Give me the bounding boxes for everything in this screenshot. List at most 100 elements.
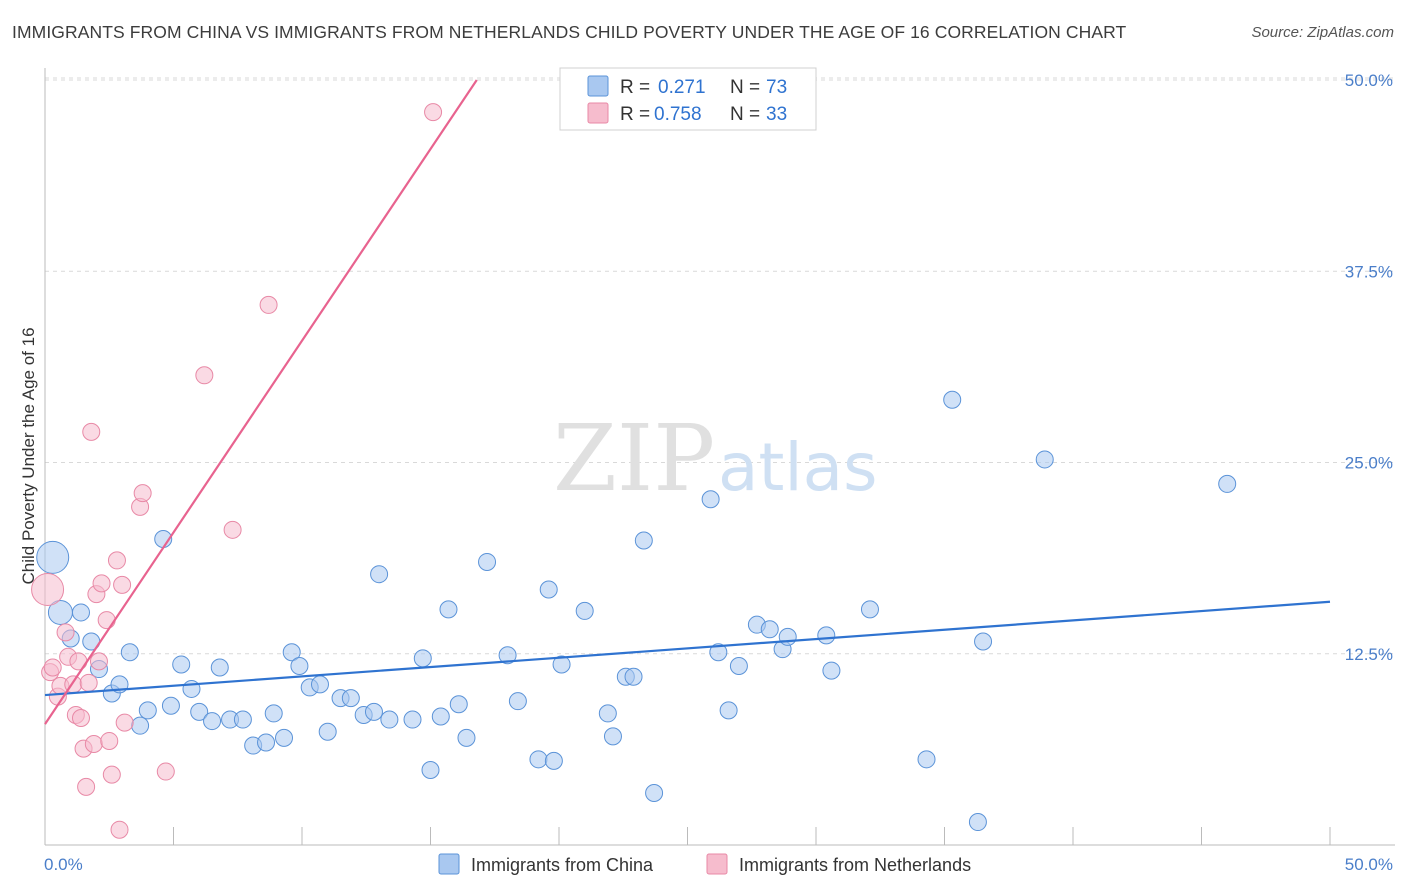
- china-point: [36, 540, 70, 574]
- china-point: [624, 667, 643, 686]
- china-point: [478, 552, 497, 571]
- china-point: [233, 710, 252, 729]
- china-point: [817, 626, 836, 645]
- x-tick-labels: 0.0% 50.0%: [44, 855, 1393, 874]
- china-point: [413, 649, 432, 668]
- china-point: [449, 695, 468, 714]
- netherlands-point: [43, 658, 62, 677]
- netherlands-point: [223, 520, 242, 539]
- china-point: [552, 655, 571, 674]
- netherlands-point: [133, 484, 152, 503]
- netherlands-point: [115, 713, 134, 732]
- legend: R = 0.271 N = 73 R = 0.758 N = 33: [559, 67, 817, 131]
- netherlands-point: [107, 551, 126, 570]
- china-point: [860, 600, 879, 619]
- china-point: [701, 490, 720, 509]
- trendlines: [44, 79, 1331, 725]
- china-point: [943, 390, 962, 409]
- watermark-atlas: atlas: [718, 429, 878, 506]
- china-point: [210, 658, 229, 677]
- source-label: Source: ZipAtlas.com: [1251, 24, 1394, 41]
- china-point: [968, 813, 987, 832]
- china-point: [364, 702, 383, 721]
- netherlands-point: [110, 820, 129, 839]
- legend-n-value: 33: [766, 104, 787, 125]
- china-point: [544, 751, 563, 770]
- netherlands-point: [82, 422, 101, 441]
- netherlands-point: [84, 735, 103, 754]
- bottom-legend-swatch-china: [438, 853, 460, 875]
- china-point: [645, 783, 664, 802]
- china-trendline: [44, 600, 1331, 697]
- netherlands-trendline: [44, 79, 478, 725]
- chart-title: IMMIGRANTS FROM CHINA VS IMMIGRANTS FROM…: [12, 22, 1127, 42]
- china-point: [575, 601, 594, 620]
- y-tick-labels: 12.5% 25.0% 37.5% 50.0%: [1345, 71, 1393, 664]
- china-point: [457, 728, 476, 747]
- china-point: [257, 733, 276, 752]
- series-netherlands-points: [31, 103, 443, 839]
- y-tick-label: 37.5%: [1345, 262, 1393, 281]
- china-point: [318, 722, 337, 741]
- china-point: [403, 710, 422, 729]
- netherlands-point: [102, 765, 121, 784]
- china-point: [729, 656, 748, 675]
- china-point: [190, 702, 209, 721]
- china-point: [370, 565, 389, 584]
- china-point: [822, 661, 841, 680]
- china-point: [131, 716, 150, 735]
- y-axis-label: Child Poverty Under the Age of 16: [19, 327, 38, 584]
- netherlands-point: [259, 295, 278, 314]
- legend-n-label: N =: [730, 77, 760, 98]
- watermark: ZIP atlas: [553, 405, 878, 512]
- netherlands-point: [195, 366, 214, 385]
- legend-r-value: 0.271: [658, 77, 706, 98]
- netherlands-point: [97, 611, 116, 630]
- legend-swatch-china: [587, 75, 609, 97]
- bottom-legend-swatch-netherlands: [706, 853, 728, 875]
- china-point: [172, 655, 191, 674]
- legend-swatch-netherlands: [587, 102, 609, 124]
- legend-r-value: 0.758: [654, 104, 702, 125]
- x-tick-label-min: 0.0%: [44, 855, 83, 874]
- china-point: [760, 620, 779, 639]
- china-point: [1035, 450, 1054, 469]
- y-tick-label: 12.5%: [1345, 645, 1393, 664]
- gridlines: [45, 77, 1395, 655]
- china-point: [598, 704, 617, 723]
- netherlands-point: [156, 762, 175, 781]
- china-point: [290, 656, 309, 675]
- netherlands-point: [89, 652, 108, 671]
- china-point: [138, 701, 157, 720]
- legend-n-label: N =: [730, 104, 760, 125]
- china-point: [341, 689, 360, 708]
- china-point: [275, 728, 294, 747]
- china-point: [1218, 474, 1237, 493]
- china-point: [917, 750, 936, 769]
- china-point: [508, 692, 527, 711]
- y-tick-label: 50.0%: [1345, 71, 1393, 90]
- netherlands-point: [56, 623, 75, 642]
- netherlands-point: [71, 709, 90, 728]
- china-point: [431, 707, 450, 726]
- china-point: [974, 632, 993, 651]
- china-point: [709, 643, 728, 662]
- china-point: [778, 627, 797, 646]
- netherlands-point: [92, 574, 111, 593]
- x-ticks: [44, 827, 1331, 845]
- china-point: [161, 696, 180, 715]
- y-tick-label: 25.0%: [1345, 454, 1393, 473]
- china-point: [539, 580, 558, 599]
- china-point: [282, 643, 301, 662]
- china-point: [380, 710, 399, 729]
- axes: [44, 68, 1395, 846]
- x-tick-label-max: 50.0%: [1345, 855, 1393, 874]
- netherlands-point: [77, 777, 96, 796]
- bottom-legend-label-netherlands: Immigrants from Netherlands: [739, 855, 971, 875]
- china-point: [310, 675, 329, 694]
- bottom-legend: Immigrants from China Immigrants from Ne…: [438, 853, 971, 875]
- watermark-zip: ZIP: [553, 405, 715, 512]
- china-point: [120, 643, 139, 662]
- netherlands-point: [113, 575, 132, 594]
